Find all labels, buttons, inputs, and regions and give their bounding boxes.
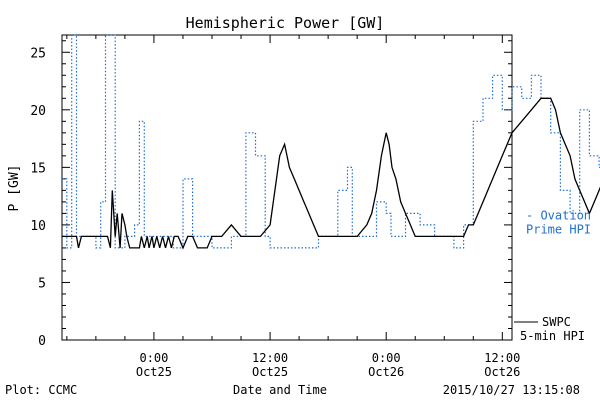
legend-swpc-line1: SWPC <box>542 315 571 329</box>
swpc-hpi-line <box>62 97 600 250</box>
legend-ovation-line1: - Ovation <box>526 209 591 223</box>
y-tick-label: 5 <box>38 276 46 291</box>
series-layer <box>62 34 600 250</box>
plot-timestamp: 2015/10/27 13:15:08 <box>443 383 580 397</box>
x-tick-label-date: Oct26 <box>368 365 404 379</box>
y-tick-label: 20 <box>30 104 46 119</box>
plot-source-label: Plot: CCMC <box>5 383 77 397</box>
y-tick-label: 25 <box>30 46 46 61</box>
y-axis-label: P [GW] <box>7 165 22 212</box>
legend-swpc-line2: 5-min HPI <box>520 329 585 343</box>
legend-ovation-line2: Prime HPI <box>526 223 591 237</box>
x-tick-label-time: 12:00 <box>484 351 520 365</box>
x-tick-label-date: Oct26 <box>484 365 520 379</box>
y-tick-label: 10 <box>30 219 46 234</box>
ovation-prime-hpi-line <box>62 34 600 249</box>
plot-frame <box>61 34 513 341</box>
chart-title: Hemispheric Power [GW] <box>186 14 385 32</box>
y-tick-label: 15 <box>30 161 46 176</box>
y-tick-label: 0 <box>38 334 46 349</box>
x-tick-label-time: 0:00 <box>372 351 401 365</box>
x-tick-label-date: Oct25 <box>252 365 288 379</box>
x-tick-label-time: 0:00 <box>139 351 168 365</box>
plot-border <box>61 34 513 341</box>
y-axis-ticks: 0 5 10 15 20 25 <box>30 40 512 349</box>
x-axis-label: Date and Time <box>233 383 327 397</box>
x-axis-ticks: 0:00Oct2512:00Oct250:00Oct2612:00Oct260:… <box>66 35 520 379</box>
x-tick-label-date: Oct25 <box>136 365 172 379</box>
x-tick-label-time: 12:00 <box>252 351 288 365</box>
